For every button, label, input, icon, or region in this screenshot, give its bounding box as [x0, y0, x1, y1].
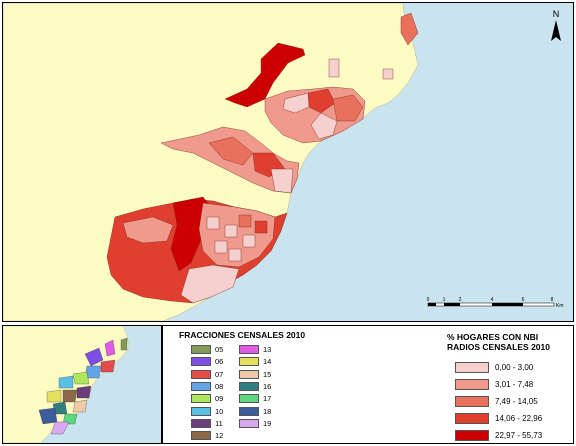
- nbi-swatch-2: [455, 379, 489, 390]
- main-map[interactable]: N 0 1 2 4 6 8 Km: [2, 2, 574, 322]
- fraccion-swatch-06: [191, 357, 211, 367]
- nbi-label-3: 7,49 - 14,05: [495, 397, 538, 406]
- nbi-swatch-5: [455, 430, 489, 441]
- fracciones-title: FRACCIONES CENSALES 2010: [179, 330, 306, 340]
- fraccion-label-15: 15: [263, 369, 272, 379]
- fraccion-swatch-13: [239, 345, 259, 354]
- region-small-box-2: [382, 68, 394, 80]
- fraccion-label-07: 07: [215, 369, 224, 379]
- scale-tick-2: 2: [459, 297, 462, 303]
- north-arrow: N: [551, 9, 561, 41]
- region-north-tip: [400, 12, 419, 46]
- nbi-label-1: 0,00 - 3,00: [495, 363, 534, 372]
- nbi-swatch-1: [455, 362, 489, 373]
- fraccion-swatch-17: [239, 394, 259, 404]
- main-map-canvas: N 0 1 2 4 6 8 Km: [3, 3, 564, 321]
- inset-map-canvas: [3, 326, 130, 443]
- fraccion-label-16: 16: [263, 381, 272, 391]
- fraccion-label-05: 05: [215, 345, 224, 354]
- fraccion-label-18: 18: [263, 406, 272, 416]
- scale-tick-4: 4: [491, 297, 494, 303]
- fraccion-label-06: 06: [215, 357, 224, 367]
- fraccion-swatch-10: [191, 406, 211, 416]
- fraccion-swatch-07: [191, 369, 211, 379]
- fraccion-swatch-18: [239, 406, 259, 416]
- fraccion-swatch-12: [191, 431, 211, 441]
- fraccion-swatch-14: [239, 357, 259, 367]
- scale-unit: Km: [556, 303, 564, 309]
- nbi-radios: [106, 42, 366, 304]
- fraccion-label-13: 13: [263, 345, 272, 354]
- fraccion-label-10: 10: [215, 406, 224, 416]
- fraccion-label-11: 11: [215, 418, 223, 428]
- fraccion-swatch-09: [191, 394, 211, 404]
- inset-map: [2, 325, 162, 444]
- nbi-swatch-3: [455, 396, 489, 407]
- nbi-label-2: 3,01 - 7,48: [495, 380, 534, 389]
- nbi-label-4: 14,06 - 22,96: [495, 414, 543, 423]
- scale-tick-8: 8: [551, 297, 554, 303]
- north-label: N: [553, 9, 560, 19]
- fraccion-swatch-05: [191, 345, 211, 354]
- fraccion-label-08: 08: [215, 381, 224, 391]
- fraccion-swatch-11: [191, 418, 211, 428]
- fraccion-swatch-08: [191, 381, 211, 391]
- fraccion-label-12: 12: [215, 431, 224, 441]
- nbi-label-5: 22,97 - 55,73: [495, 431, 543, 440]
- fraccion-label-14: 14: [263, 357, 272, 367]
- nbi-swatch-4: [455, 413, 489, 424]
- legend-panel: FRACCIONES CENSALES 2010 05 06 07 08 09 10 11 1…: [162, 325, 574, 444]
- nbi-title-line1: % HOGARES CON NBI: [447, 332, 539, 342]
- fraccion-label-19: 19: [263, 418, 272, 428]
- region-small-box: [328, 58, 340, 78]
- fraccion-swatch-16: [239, 381, 259, 391]
- fraccion-label-17: 17: [263, 394, 272, 404]
- inset-fracciones: [38, 337, 128, 435]
- fraccion-label-09: 09: [215, 394, 224, 404]
- fraccion-swatch-15: [239, 369, 259, 379]
- scale-tick-0: 0: [427, 297, 430, 303]
- scale-tick-1: 1: [443, 297, 446, 303]
- land-area: [3, 3, 419, 321]
- scale-tick-6: 6: [522, 297, 525, 303]
- nbi-title-line2: RADIOS CENSALES 2010: [447, 342, 550, 352]
- scale-bar: 0 1 2 4 6 8 Km: [427, 297, 564, 309]
- fraccion-swatch-19: [239, 418, 259, 428]
